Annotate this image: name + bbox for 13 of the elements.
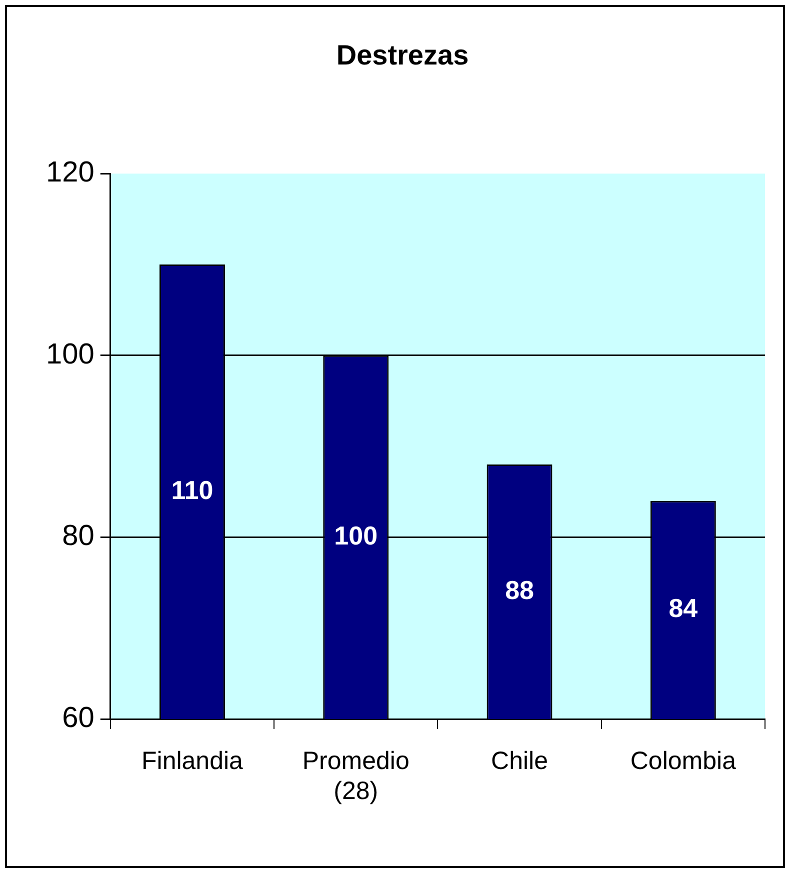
- x-tick-label: Promedio (28): [302, 746, 410, 805]
- data-label: 84: [668, 593, 698, 624]
- data-label: 100: [334, 520, 378, 550]
- data-label: 110: [171, 474, 214, 505]
- chart-title: Destrezas: [336, 40, 469, 71]
- data-label: 88: [505, 574, 534, 605]
- x-tick-label: Chile: [491, 746, 548, 775]
- y-tick-label: 80: [62, 520, 94, 552]
- y-tick-label: 120: [46, 156, 94, 189]
- y-tick-label: 100: [46, 338, 94, 370]
- x-tick-label: Finlandia: [141, 746, 244, 775]
- x-tick-label: Colombia: [630, 746, 736, 775]
- y-tick-label: 60: [62, 702, 94, 734]
